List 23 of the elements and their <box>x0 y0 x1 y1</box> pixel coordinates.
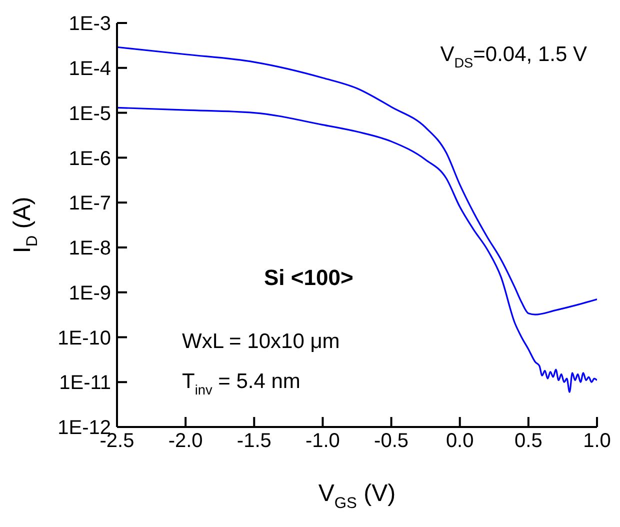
y-tick-label: 1E-5 <box>68 102 111 125</box>
y-tick-label: 1E-11 <box>59 372 111 394</box>
annotation: WxL = 10x10 μm <box>182 330 340 353</box>
y-tick-label: 1E-9 <box>68 282 111 304</box>
x-tick-label: -1.5 <box>236 430 272 452</box>
annotation: V$_{DS}$=0.04, 1.5 V <box>440 43 587 70</box>
y-tick-label: 1E-7 <box>68 192 111 215</box>
x-tick-label: 1.0 <box>583 430 611 452</box>
annotation: T$_{inv}$ = 5.4 nm <box>182 370 300 398</box>
line-series <box>117 106 597 393</box>
x-tick-label: 0.0 <box>446 430 474 452</box>
annotation: Si <100> <box>264 265 354 290</box>
line-series <box>117 46 597 316</box>
y-tick-label: 1E-4 <box>68 58 111 80</box>
y-tick-label: 1E-6 <box>68 148 111 170</box>
x-tick-label: -0.5 <box>374 430 409 452</box>
y-tick-label: 1E-3 <box>68 13 111 36</box>
y-tick-label: 1E-10 <box>58 327 111 350</box>
x-axis-title: V$_{GS}$ (V) <box>318 480 396 512</box>
y-tick-label: 1E-8 <box>68 238 111 260</box>
x-tick-label: -1.0 <box>305 430 340 452</box>
x-tick-label: 0.5 <box>514 430 542 452</box>
x-tick-label: -2.0 <box>168 430 203 452</box>
